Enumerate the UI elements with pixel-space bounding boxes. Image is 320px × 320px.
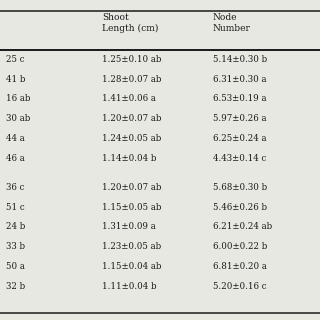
Text: 33 b: 33 b — [6, 242, 25, 251]
Text: 16 ab: 16 ab — [6, 94, 31, 103]
Text: 1.14±0.04 b: 1.14±0.04 b — [102, 154, 157, 163]
Text: 51 c: 51 c — [6, 203, 25, 212]
Text: 50 a: 50 a — [6, 262, 25, 271]
Text: 1.23±0.05 ab: 1.23±0.05 ab — [102, 242, 162, 251]
Text: 36 c: 36 c — [6, 183, 25, 192]
Text: 6.00±0.22 b: 6.00±0.22 b — [213, 242, 267, 251]
Text: 1.20±0.07 ab: 1.20±0.07 ab — [102, 183, 162, 192]
Text: 1.11±0.04 b: 1.11±0.04 b — [102, 282, 157, 291]
Text: 1.41±0.06 a: 1.41±0.06 a — [102, 94, 156, 103]
Text: 46 a: 46 a — [6, 154, 25, 163]
Text: 6.21±0.24 ab: 6.21±0.24 ab — [213, 222, 272, 231]
Text: 5.14±0.30 b: 5.14±0.30 b — [213, 55, 267, 64]
Text: 1.15±0.04 ab: 1.15±0.04 ab — [102, 262, 162, 271]
Text: 25 c: 25 c — [6, 55, 25, 64]
Text: 44 a: 44 a — [6, 134, 25, 143]
Text: 32 b: 32 b — [6, 282, 26, 291]
Text: 5.46±0.26 b: 5.46±0.26 b — [213, 203, 267, 212]
Text: 41 b: 41 b — [6, 75, 26, 84]
Text: Node
Number: Node Number — [213, 13, 251, 33]
Text: 1.31±0.09 a: 1.31±0.09 a — [102, 222, 156, 231]
Text: 6.81±0.20 a: 6.81±0.20 a — [213, 262, 267, 271]
Text: 1.20±0.07 ab: 1.20±0.07 ab — [102, 114, 162, 123]
Text: 6.53±0.19 a: 6.53±0.19 a — [213, 94, 266, 103]
Text: 1.28±0.07 ab: 1.28±0.07 ab — [102, 75, 162, 84]
Text: 30 ab: 30 ab — [6, 114, 31, 123]
Text: 6.31±0.30 a: 6.31±0.30 a — [213, 75, 266, 84]
Text: 4.43±0.14 c: 4.43±0.14 c — [213, 154, 266, 163]
Text: 5.97±0.26 a: 5.97±0.26 a — [213, 114, 266, 123]
Text: 5.68±0.30 b: 5.68±0.30 b — [213, 183, 267, 192]
Text: 5.20±0.16 c: 5.20±0.16 c — [213, 282, 266, 291]
Text: Shoot
Length (cm): Shoot Length (cm) — [102, 13, 159, 33]
Text: 1.24±0.05 ab: 1.24±0.05 ab — [102, 134, 162, 143]
Text: 1.15±0.05 ab: 1.15±0.05 ab — [102, 203, 162, 212]
Text: 6.25±0.24 a: 6.25±0.24 a — [213, 134, 266, 143]
Text: 24 b: 24 b — [6, 222, 26, 231]
Text: 1.25±0.10 ab: 1.25±0.10 ab — [102, 55, 162, 64]
